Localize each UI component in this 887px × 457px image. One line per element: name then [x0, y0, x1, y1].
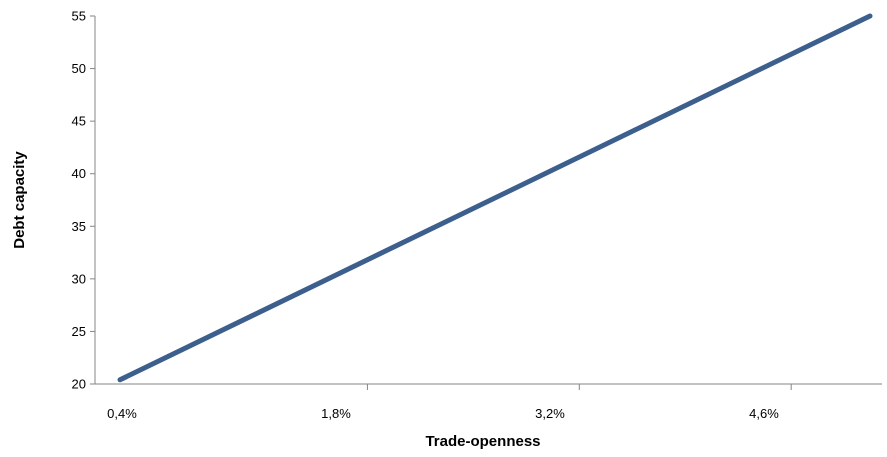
series-line	[117, 13, 873, 383]
y-axis-title: Debt capacity	[11, 151, 28, 249]
y-axis-ticks: 20 25 30 35 40 45 50 55	[72, 9, 95, 392]
y-tick-label: 45	[72, 114, 86, 129]
y-tick-label: 50	[72, 61, 86, 76]
y-tick-label: 25	[72, 324, 86, 339]
x-tick-label: 4,6%	[749, 406, 779, 421]
y-tick-label: 40	[72, 166, 86, 181]
x-axis-title: Trade-openness	[425, 433, 540, 450]
x-axis-ticks: 0,4% 1,8% 3,2% 4,6%	[107, 384, 792, 421]
y-tick-label: 35	[72, 219, 86, 234]
y-tick-label: 55	[72, 9, 86, 24]
x-tick-label: 3,2%	[535, 406, 565, 421]
x-tick-label: 0,4%	[107, 406, 137, 421]
y-tick-label: 20	[72, 377, 86, 392]
axes	[94, 16, 882, 385]
x-tick-label: 1,8%	[321, 406, 351, 421]
series-group	[117, 13, 873, 383]
y-tick-label: 30	[72, 271, 86, 286]
